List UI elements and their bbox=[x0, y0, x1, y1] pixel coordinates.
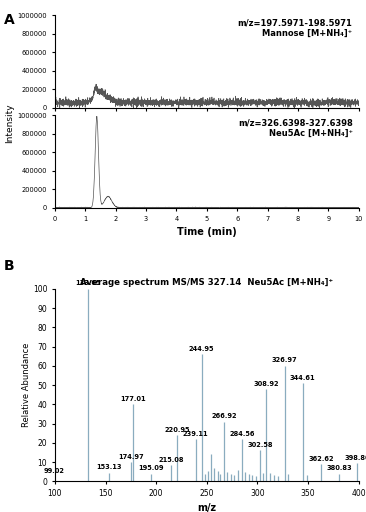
Text: 99.02: 99.02 bbox=[44, 468, 64, 474]
Text: B: B bbox=[4, 259, 14, 272]
Text: m/z=197.5971-198.5971
Mannose [M+NH₄]⁺: m/z=197.5971-198.5971 Mannose [M+NH₄]⁺ bbox=[238, 18, 352, 37]
Text: Intensity: Intensity bbox=[5, 103, 14, 143]
Text: 133.05: 133.05 bbox=[76, 281, 101, 286]
Title: Average spectrum MS/MS 327.14  Neu5Ac [M+NH₄]⁺: Average spectrum MS/MS 327.14 Neu5Ac [M+… bbox=[80, 278, 333, 287]
Text: 195.09: 195.09 bbox=[138, 465, 164, 471]
Text: 284.56: 284.56 bbox=[229, 431, 254, 437]
Text: 362.62: 362.62 bbox=[308, 456, 334, 462]
Text: 153.13: 153.13 bbox=[96, 464, 122, 471]
Text: m/z=326.6398-327.6398
Neu5Ac [M+NH₄]⁺: m/z=326.6398-327.6398 Neu5Ac [M+NH₄]⁺ bbox=[238, 118, 352, 138]
Text: 220.95: 220.95 bbox=[165, 427, 190, 433]
Text: 326.97: 326.97 bbox=[272, 357, 298, 364]
Text: 215.08: 215.08 bbox=[159, 457, 184, 463]
X-axis label: m/z: m/z bbox=[197, 503, 216, 512]
Text: 266.92: 266.92 bbox=[211, 413, 237, 419]
Text: 177.01: 177.01 bbox=[120, 396, 146, 402]
Text: 244.95: 244.95 bbox=[189, 346, 214, 352]
X-axis label: Time (min): Time (min) bbox=[177, 227, 237, 237]
Y-axis label: Relative Abundance: Relative Abundance bbox=[22, 343, 31, 427]
Text: 302.58: 302.58 bbox=[247, 442, 273, 448]
Text: 398.80: 398.80 bbox=[345, 455, 366, 461]
Text: 174.97: 174.97 bbox=[118, 454, 143, 460]
Text: 380.83: 380.83 bbox=[326, 465, 352, 471]
Text: A: A bbox=[4, 13, 14, 27]
Text: 239.11: 239.11 bbox=[183, 431, 209, 437]
Text: 344.61: 344.61 bbox=[290, 375, 315, 381]
Text: 308.92: 308.92 bbox=[254, 380, 279, 387]
